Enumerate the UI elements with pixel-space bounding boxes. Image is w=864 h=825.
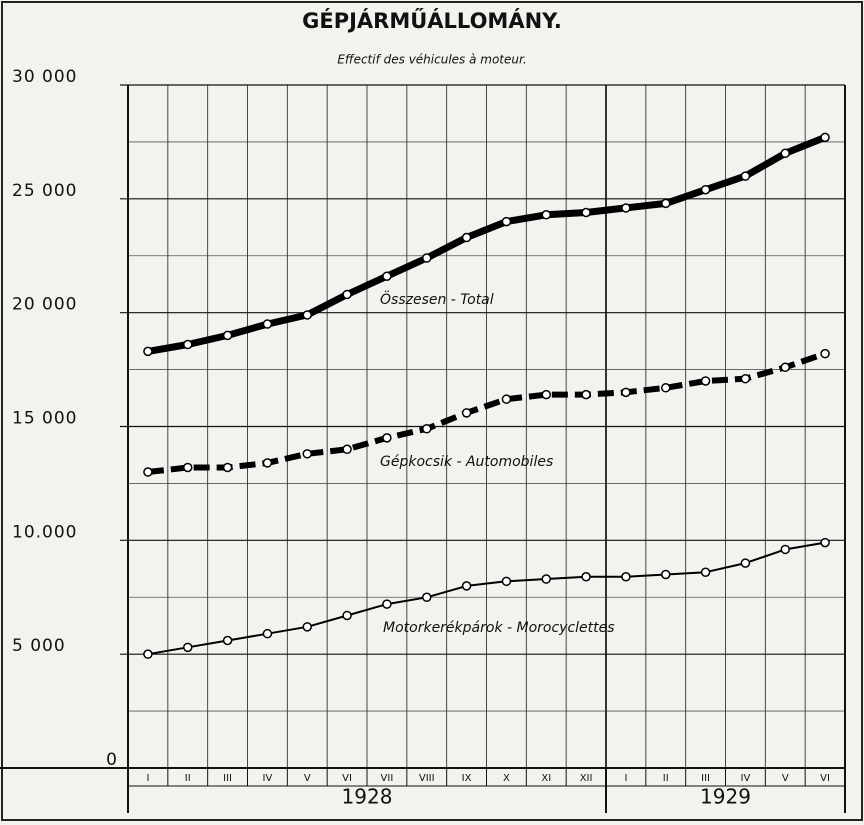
y-tick-label: 20 000 <box>12 295 77 315</box>
x-tick-label: III <box>701 773 710 784</box>
data-point <box>262 628 273 639</box>
data-point <box>581 389 591 400</box>
data-point <box>262 458 273 468</box>
data-point <box>661 383 671 393</box>
data-point <box>621 387 631 398</box>
data-point <box>143 346 153 357</box>
data-point <box>222 330 233 341</box>
data-point <box>461 408 472 418</box>
x-tick-label: VI <box>342 773 352 784</box>
data-point <box>700 184 711 195</box>
data-point <box>820 132 830 143</box>
data-point <box>342 289 352 300</box>
data-point <box>382 599 392 609</box>
x-tick-label: V <box>304 773 311 784</box>
data-point <box>382 433 392 443</box>
y-tick-label: 0 <box>106 750 118 770</box>
data-point <box>342 610 352 621</box>
data-point <box>222 462 233 473</box>
data-point <box>541 574 551 584</box>
data-point <box>700 567 711 577</box>
series-label: Motorkerékpárok - Morocyclettes <box>383 620 615 636</box>
data-point <box>143 649 153 659</box>
x-tick-label: IX <box>462 773 472 784</box>
data-point <box>302 449 312 459</box>
data-point <box>780 544 790 555</box>
y-tick-label: 30 000 <box>12 67 77 87</box>
y-tick-label: 10.000 <box>12 522 77 542</box>
y-tick-label: 25 000 <box>12 181 77 201</box>
data-point <box>501 394 512 404</box>
data-point <box>222 635 233 646</box>
x-tick-label: XI <box>541 773 551 784</box>
series-line <box>147 350 827 475</box>
data-point <box>820 537 830 548</box>
x-tick-label: II <box>185 773 191 784</box>
data-point <box>581 207 591 218</box>
y-tick-label: 15 000 <box>12 409 77 429</box>
data-point <box>461 581 472 591</box>
series-label: Összesen - Total <box>380 290 494 308</box>
data-point <box>302 622 312 632</box>
data-point <box>422 253 432 263</box>
x-tick-label: I <box>146 773 149 784</box>
data-point <box>302 310 312 320</box>
data-point <box>621 572 631 582</box>
data-point <box>700 376 711 386</box>
y-tick-label: 5 000 <box>12 636 66 656</box>
data-point <box>183 462 193 473</box>
data-point <box>342 444 352 455</box>
x-tick-label: IV <box>263 773 273 784</box>
data-point <box>143 467 153 477</box>
data-point <box>183 642 193 653</box>
x-tick-label: I <box>624 773 627 784</box>
series-label: Gépkocsik - Automobiles <box>380 454 553 470</box>
data-point <box>661 198 671 209</box>
year-label: 1929 <box>700 785 751 809</box>
chart-subtitle: Effectif des véhicules à moteur. <box>337 53 526 67</box>
x-tick-label: VIII <box>419 773 435 784</box>
series-line <box>147 541 826 656</box>
data-point <box>621 203 631 213</box>
data-point <box>461 232 472 243</box>
data-point <box>780 362 790 373</box>
x-tick-label: IV <box>741 773 751 784</box>
data-point <box>382 271 392 281</box>
data-point <box>740 171 751 181</box>
x-tick-label: VI <box>820 773 830 784</box>
data-point <box>581 572 591 582</box>
data-point <box>501 576 512 587</box>
x-tick-label: VII <box>381 773 394 784</box>
data-point <box>780 148 790 159</box>
x-tick-label: V <box>782 773 789 784</box>
data-point <box>501 216 512 227</box>
chart-title: GÉPJÁRMŰÁLLOMÁNY. <box>302 8 562 33</box>
x-tick-label: X <box>503 773 510 784</box>
data-point <box>541 389 551 400</box>
data-point <box>422 424 432 434</box>
data-point <box>740 558 751 568</box>
data-point <box>541 210 551 220</box>
data-point <box>661 569 671 580</box>
data-point <box>740 373 751 384</box>
x-tick-label: III <box>223 773 232 784</box>
x-tick-label: XII <box>580 773 593 784</box>
year-label: 1928 <box>342 785 393 809</box>
data-point <box>820 348 830 359</box>
data-point <box>262 319 273 329</box>
data-point <box>422 592 432 602</box>
series-line <box>147 134 827 355</box>
x-tick-label: II <box>663 773 669 784</box>
data-point <box>183 339 193 350</box>
